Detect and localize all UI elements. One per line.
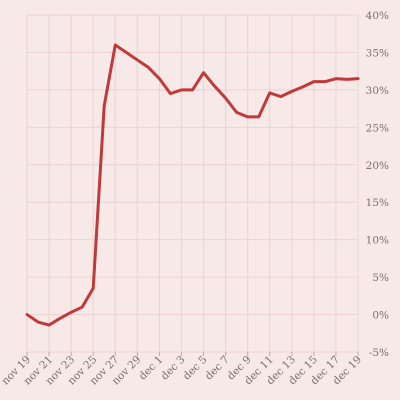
y-tick-label: 15% bbox=[366, 197, 389, 209]
series-line bbox=[25, 43, 360, 327]
x-tick-label: dec 7 bbox=[203, 354, 232, 383]
y-tick-label: -5% bbox=[369, 347, 389, 359]
x-tick-label: dec 3 bbox=[159, 354, 188, 383]
series-layer bbox=[25, 43, 360, 327]
grid bbox=[26, 14, 359, 356]
y-tick-label: 30% bbox=[366, 85, 389, 97]
x-tick-label: dec 5 bbox=[181, 354, 210, 383]
x-tick-label: dec 1 bbox=[137, 354, 166, 383]
y-tick-label: 35% bbox=[366, 47, 389, 59]
y-axis-ticks: -5% 0% 5% 10% 15% 20% 25% 30% 35% 40% bbox=[366, 10, 389, 359]
y-tick-label: 0% bbox=[372, 310, 389, 322]
y-tick-label: 5% bbox=[372, 272, 389, 284]
y-tick-label: 25% bbox=[366, 122, 389, 134]
y-tick-label: 10% bbox=[366, 235, 389, 247]
y-tick-label: 20% bbox=[366, 160, 389, 172]
y-tick-label: 40% bbox=[366, 10, 389, 22]
